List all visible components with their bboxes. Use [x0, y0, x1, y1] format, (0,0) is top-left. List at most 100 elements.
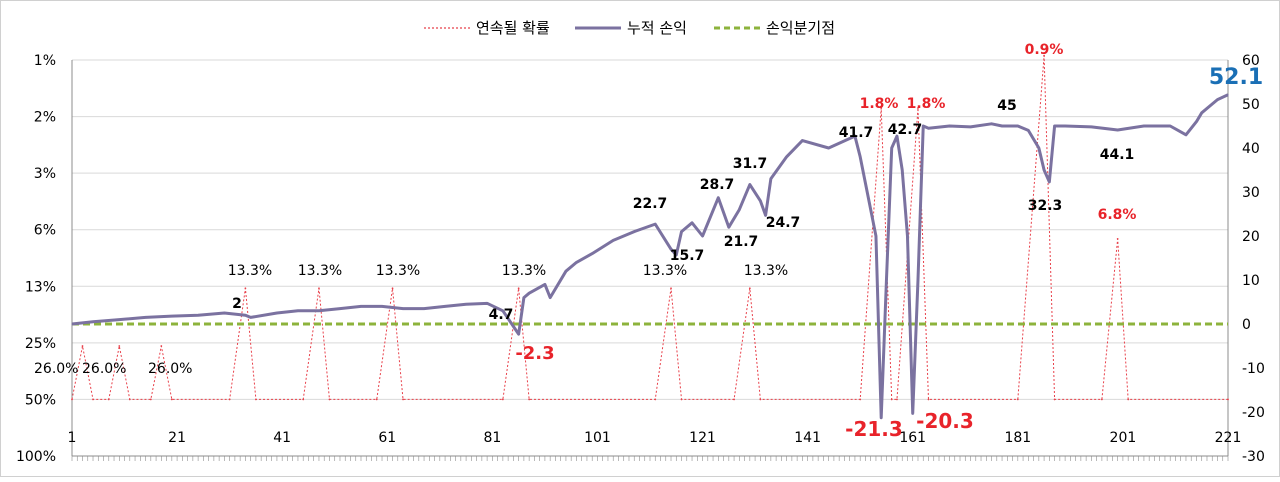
- x-tick-label: 141: [794, 430, 821, 446]
- pnl-point: [591, 253, 593, 255]
- pnl-point: [71, 323, 73, 325]
- x-tick-label: 161: [899, 430, 926, 446]
- probability-point: [92, 398, 94, 401]
- probability-label: 1.8%: [907, 96, 946, 112]
- pnl-label: 15.7: [670, 248, 705, 264]
- pnl-point: [1185, 134, 1187, 136]
- pnl-point: [223, 312, 225, 314]
- probability-point: [170, 398, 173, 401]
- pnl-point: [885, 279, 888, 281]
- pnl-point: [717, 197, 719, 199]
- pnl-point: [922, 125, 924, 127]
- probability-point: [890, 398, 893, 401]
- probability-point: [917, 107, 919, 109]
- left-tick-label: 25%: [25, 336, 56, 352]
- probability-point: [244, 287, 247, 290]
- pnl-point: [565, 270, 567, 272]
- right-tick-label: 20: [1242, 229, 1260, 245]
- pnl-point: [691, 222, 693, 224]
- probability-point: [654, 398, 657, 401]
- probability-point: [128, 398, 131, 401]
- pnl-point: [917, 279, 919, 281]
- right-tick-label: 40: [1242, 141, 1260, 157]
- legend: 연속될 확률 누적 손익 손익분기점: [424, 19, 835, 37]
- probability-point: [375, 398, 378, 401]
- x-tick-label: 41: [273, 430, 291, 446]
- pnl-label: 41.7: [839, 125, 874, 141]
- pnl-point: [765, 214, 767, 216]
- pnl-label: -2.3: [515, 343, 554, 364]
- left-tick-label: 3%: [34, 166, 56, 182]
- probability-point: [501, 398, 504, 401]
- right-tick-label: -20: [1242, 405, 1265, 421]
- probability-point: [1053, 398, 1056, 401]
- pnl-point: [864, 182, 867, 184]
- probability-point: [880, 107, 883, 109]
- pnl-point: [339, 308, 341, 310]
- probability-point: [680, 398, 683, 401]
- pnl-point: [948, 125, 951, 127]
- left-tick-label: 100%: [16, 449, 56, 465]
- probability-point: [318, 287, 320, 290]
- probability-point: [859, 398, 862, 401]
- pnl-point: [654, 223, 656, 225]
- pnl-point: [701, 235, 704, 237]
- pnl-point: [502, 310, 504, 312]
- pnl-point: [486, 302, 488, 304]
- probability-label: 26.0%: [34, 361, 78, 377]
- pnl-point: [1201, 112, 1203, 114]
- pnl-point: [906, 235, 909, 237]
- probability-point: [118, 345, 121, 347]
- probability-point: [391, 287, 394, 290]
- x-tick-label: 201: [1110, 430, 1137, 446]
- x-tick-label: 81: [483, 430, 501, 446]
- pnl-point: [544, 283, 546, 285]
- pnl-point: [402, 308, 404, 310]
- probability-point: [896, 398, 898, 401]
- pnl-label: 44.1: [1100, 147, 1135, 163]
- right-axis-ticks: 60 50 40 30 20 10 0 -10 -20 -30: [1242, 53, 1265, 465]
- probability-point: [670, 287, 672, 290]
- pnl-point: [828, 147, 830, 149]
- pnl-point: [423, 308, 425, 310]
- probability-label: 13.3%: [643, 263, 687, 279]
- pnl-label: 28.7: [700, 177, 735, 193]
- pnl-label: 52.1: [1209, 65, 1263, 90]
- pnl-label: 21.7: [724, 234, 759, 250]
- left-tick-label: 2%: [34, 110, 56, 126]
- probability-point: [1116, 237, 1119, 240]
- left-axis-ticks: 1% 2% 3% 6% 13% 25% 50% 100%: [16, 53, 56, 465]
- x-tick-label: 1: [68, 430, 77, 446]
- x-tick-label: 21: [168, 430, 186, 446]
- pnl-point: [912, 412, 914, 414]
- pnl-point: [444, 305, 446, 307]
- pnl-point: [880, 417, 882, 419]
- probability-point: [228, 398, 231, 401]
- left-tick-label: 13%: [25, 279, 56, 295]
- probability-point: [528, 398, 531, 401]
- probability-point: [1127, 398, 1130, 401]
- pnl-label: 32.3: [1028, 198, 1063, 214]
- pnl-point: [738, 209, 740, 211]
- probability-point: [149, 398, 152, 401]
- x-tick-label: 101: [584, 430, 611, 446]
- probability-point: [1227, 398, 1229, 401]
- pnl-label: -21.3: [845, 417, 903, 441]
- pnl-point: [927, 127, 930, 129]
- probability-point: [1100, 398, 1103, 401]
- x-tick-label: 121: [689, 430, 716, 446]
- pnl-point: [197, 314, 199, 316]
- pnl-point: [1001, 125, 1003, 127]
- probability-line: [71, 55, 1228, 400]
- x-tick-label: 181: [1004, 430, 1031, 446]
- pnl-point: [1017, 125, 1019, 127]
- pnl-point: [1027, 129, 1029, 131]
- probability-series: [71, 54, 1229, 401]
- pnl-point: [523, 297, 525, 299]
- probability-label: 13.3%: [298, 263, 342, 279]
- left-tick-label: 6%: [34, 223, 56, 239]
- legend-pnl-label: 누적 손익: [627, 19, 687, 37]
- probability-label: 6.8%: [1098, 207, 1137, 223]
- pnl-point: [360, 305, 362, 307]
- probability-label: 26.0%: [148, 361, 192, 377]
